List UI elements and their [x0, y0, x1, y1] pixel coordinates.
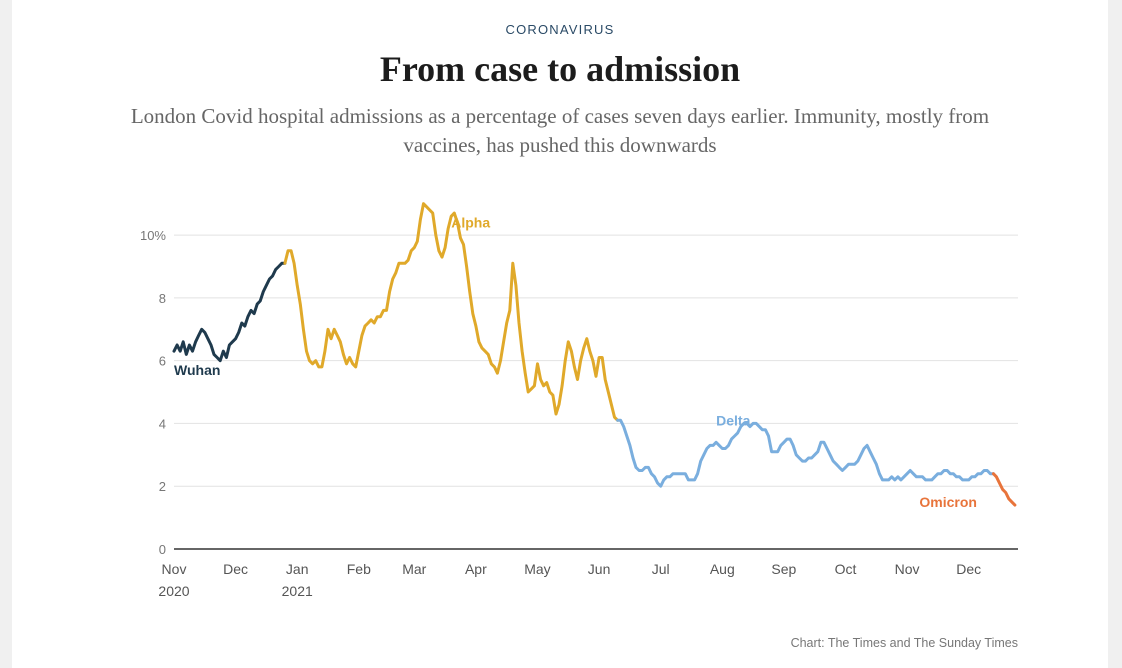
series-line-wuhan: [172, 261, 287, 363]
series-label-delta: Delta: [716, 412, 750, 428]
x-tick-label: Dec: [223, 561, 248, 577]
series-label-alpha: Alpha: [451, 215, 490, 231]
x-tick-label: Oct: [835, 561, 857, 577]
x-tick-year-label: 2020: [158, 583, 189, 599]
line-chart: 0 2 4 6 8 10% Nov 2020 Dec Jan 2021 Feb Mar Apr May Ju…: [140, 202, 1018, 599]
x-tick-label: Sep: [771, 561, 796, 577]
y-tick-label: 4: [159, 416, 166, 431]
x-tick-label: Aug: [710, 561, 735, 577]
y-tick-label: 0: [159, 542, 166, 557]
y-tick-label: 6: [159, 354, 166, 369]
y-axis-ticks: 0 2 4 6 8 10%: [140, 228, 166, 557]
y-tick-label: 8: [159, 291, 166, 306]
chart-title: From case to admission: [379, 49, 741, 89]
x-tick-label: May: [524, 561, 550, 577]
gridlines: [174, 234, 1018, 550]
x-tick-year-label: 2021: [282, 583, 313, 599]
series-line-delta: [616, 418, 995, 488]
y-tick-label: 2: [159, 479, 166, 494]
x-tick-label: Jan: [286, 561, 309, 577]
x-tick-label: Nov: [895, 561, 920, 577]
y-tick-label: 10%: [140, 228, 166, 243]
x-tick-label: Mar: [402, 561, 426, 577]
series-labels: Wuhan Alpha Delta Omicron: [174, 215, 977, 510]
chart-source: Chart: The Times and The Sunday Times: [790, 636, 1018, 650]
chart-subtitle: London Covid hospital admissions as a pe…: [130, 104, 990, 157]
series-lines: [172, 202, 1017, 507]
x-tick-label: Nov: [162, 561, 187, 577]
x-axis-ticks: Nov 2020 Dec Jan 2021 Feb Mar Apr May Jun Jul Aug Se…: [158, 561, 981, 599]
section-kicker: CORONAVIRUS: [505, 22, 615, 37]
series-line-omicron: [991, 472, 1017, 507]
x-tick-label: Dec: [956, 561, 981, 577]
series-label-omicron: Omicron: [919, 494, 977, 510]
chart-card: CORONAVIRUS From case to admission Londo…: [12, 0, 1108, 668]
x-tick-label: Jul: [652, 561, 670, 577]
series-label-wuhan: Wuhan: [174, 362, 220, 378]
x-tick-label: Jun: [588, 561, 611, 577]
series-line-alpha: [283, 202, 620, 422]
x-tick-label: Apr: [465, 561, 487, 577]
x-tick-label: Feb: [347, 561, 371, 577]
